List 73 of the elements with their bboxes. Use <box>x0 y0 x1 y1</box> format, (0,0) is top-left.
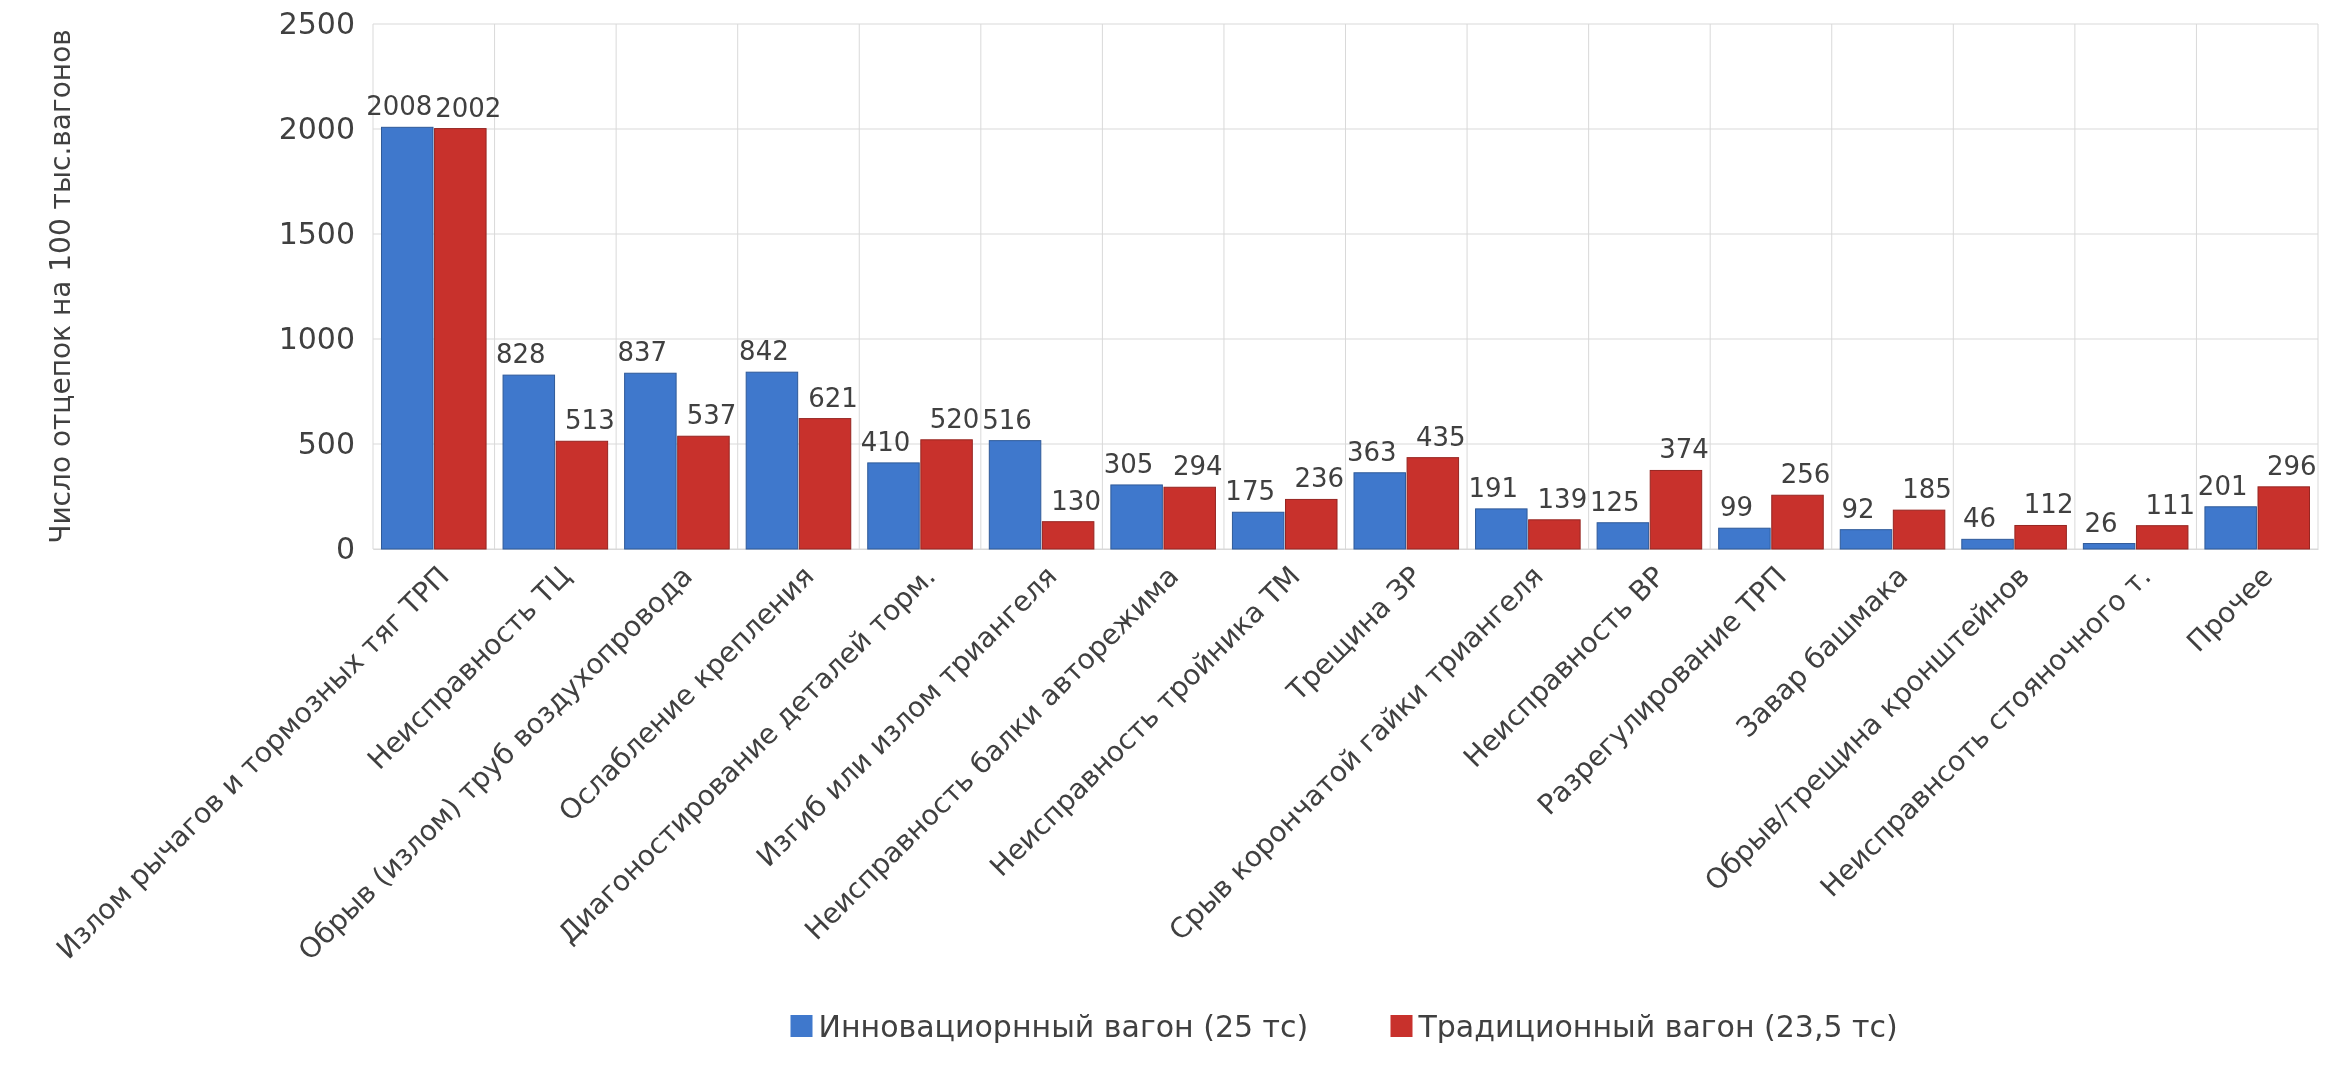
data-label: 111 <box>2145 489 2196 520</box>
data-label: 294 <box>1172 451 1223 482</box>
bar <box>988 440 1042 550</box>
bar <box>434 128 487 550</box>
data-label: 92 <box>1841 493 1875 524</box>
data-label: 125 <box>1590 486 1640 517</box>
data-label: 621 <box>808 382 858 413</box>
bar <box>1285 498 1338 550</box>
bar <box>555 440 609 550</box>
data-label: 46 <box>1963 503 1997 534</box>
bar <box>1839 529 1893 550</box>
bar <box>920 439 973 550</box>
data-label: 516 <box>982 404 1032 435</box>
y-tick-label: 0 <box>335 531 355 567</box>
bar <box>1771 494 1824 550</box>
y-tick-label: 2000 <box>278 111 355 147</box>
data-label: 296 <box>2266 450 2317 481</box>
bar <box>1041 521 1095 550</box>
data-label: 130 <box>1051 485 1101 516</box>
bar <box>1718 527 1771 550</box>
bar <box>1596 522 1650 550</box>
data-label: 537 <box>686 400 737 431</box>
data-label: 256 <box>1780 459 1831 490</box>
bar <box>677 435 730 550</box>
data-label: 191 <box>1468 472 1519 503</box>
y-tick-label: 1500 <box>278 216 355 252</box>
bar <box>502 374 556 550</box>
bar <box>2082 543 2136 550</box>
data-label: 435 <box>1416 421 1466 452</box>
y-axis-title: Число отцепок на 100 тыс.вагонов <box>44 29 77 544</box>
data-label: 99 <box>1719 492 1753 523</box>
bar <box>380 126 434 550</box>
data-label: 410 <box>860 426 911 457</box>
data-label: 374 <box>1659 434 1709 465</box>
data-label: 513 <box>565 405 615 436</box>
bar <box>745 371 799 550</box>
data-label: 842 <box>739 336 789 367</box>
bar <box>798 418 852 550</box>
data-label: 26 <box>2084 507 2118 538</box>
data-label: 520 <box>929 403 980 434</box>
bar <box>2014 524 2067 550</box>
data-label: 185 <box>1902 474 1952 505</box>
bar <box>1406 457 1460 550</box>
bar <box>1231 511 1285 550</box>
data-label: 175 <box>1225 476 1275 507</box>
data-label: 139 <box>1537 483 1588 514</box>
bar <box>1110 484 1163 550</box>
data-label: 112 <box>2023 489 2074 520</box>
data-label: 201 <box>2197 470 2248 501</box>
bar <box>2204 506 2257 550</box>
bar <box>1353 472 1406 550</box>
bar <box>624 372 677 550</box>
bar <box>1163 486 1216 550</box>
data-label: 2008 <box>366 91 433 122</box>
bar <box>1649 469 1703 550</box>
y-tick-label: 1000 <box>278 321 355 357</box>
data-label: 236 <box>1294 463 1345 494</box>
bar <box>2135 525 2189 550</box>
data-label: 828 <box>495 339 546 370</box>
data-label: 837 <box>617 337 668 368</box>
bar <box>1528 519 1581 550</box>
bar <box>867 462 920 550</box>
y-tick-label: 500 <box>297 426 355 462</box>
legend-label: Традиционный вагон (23,5 тс) <box>1417 1008 1898 1044</box>
bar <box>2257 486 2310 550</box>
bar <box>1961 538 2014 550</box>
bar <box>1892 509 1946 550</box>
data-label: 2002 <box>435 92 502 123</box>
data-label: 363 <box>1346 436 1397 467</box>
bar <box>1475 508 1528 550</box>
y-tick-label: 2500 <box>278 6 355 42</box>
legend-label: Инновациорнный вагон (25 тс) <box>818 1008 1309 1044</box>
data-label: 305 <box>1103 448 1154 479</box>
